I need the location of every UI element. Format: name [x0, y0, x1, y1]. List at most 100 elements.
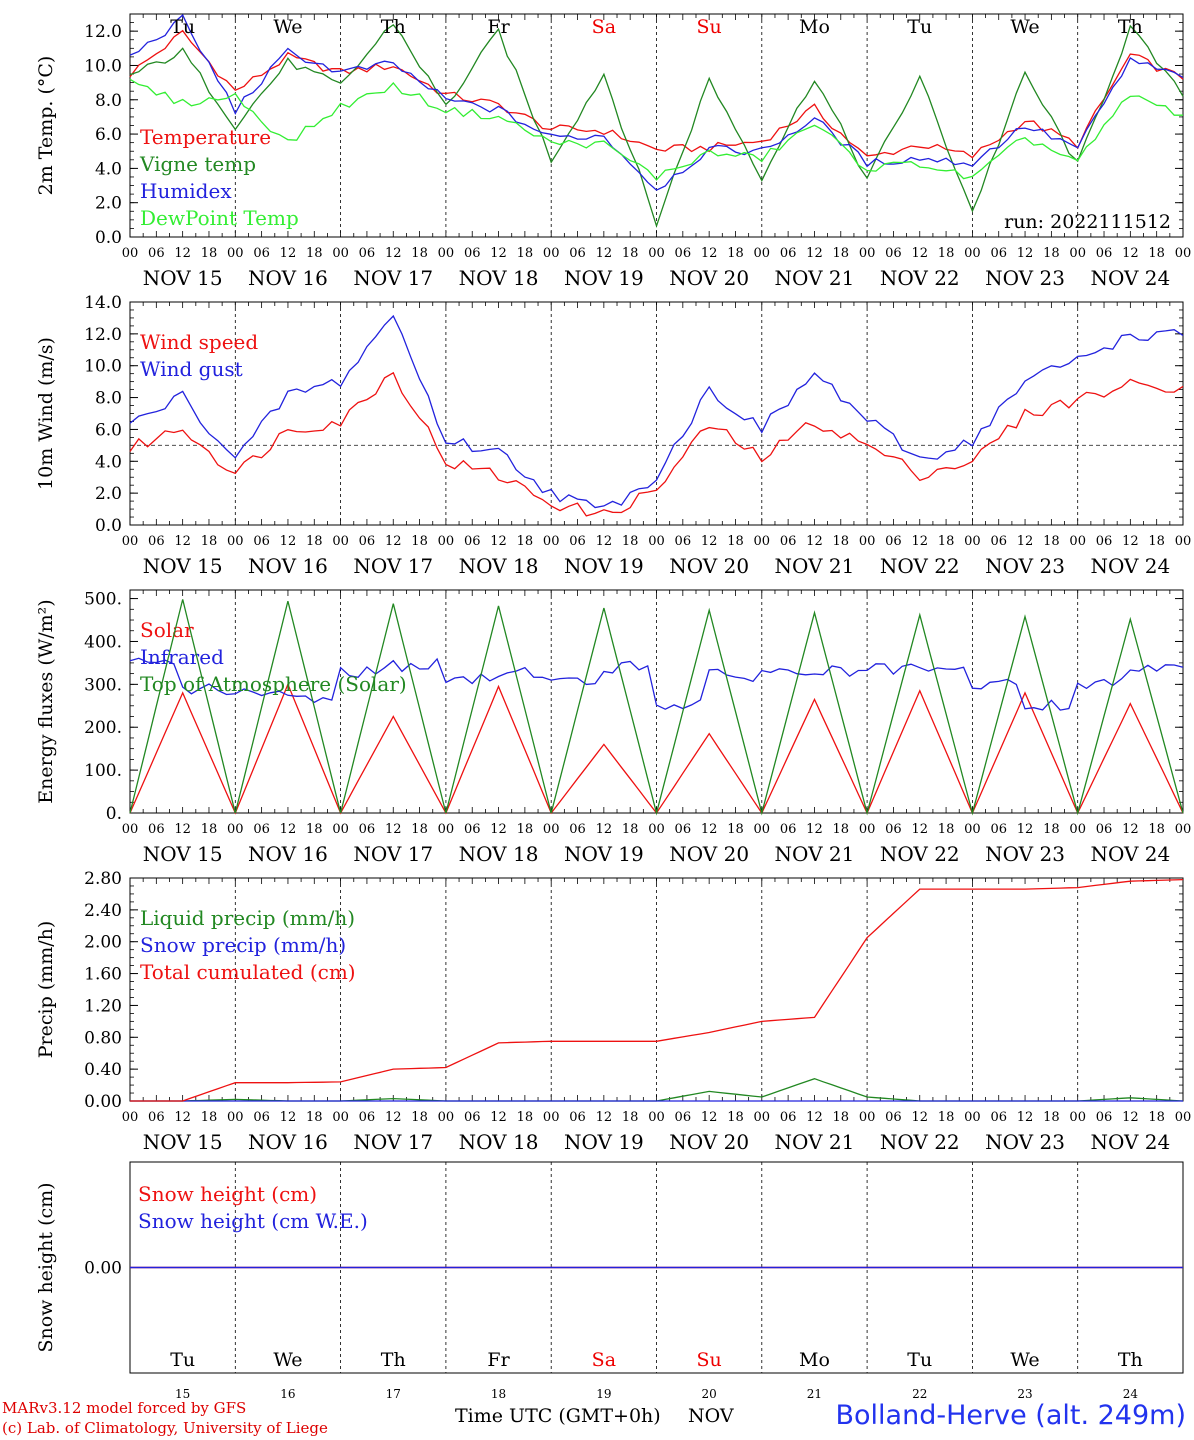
- weekday-label-top: We: [1010, 16, 1039, 38]
- hour-label: 00: [438, 1110, 455, 1125]
- hour-label: 00: [859, 1110, 876, 1125]
- hour-label: 18: [201, 1110, 218, 1125]
- y-tick-label: 2.0: [95, 484, 122, 504]
- y-tick-label: 300.: [84, 675, 122, 695]
- hour-label: 00: [227, 246, 244, 261]
- hour-label: 00: [122, 246, 139, 261]
- run-label: run: 2022111512: [1004, 211, 1171, 233]
- hour-label: 12: [280, 1110, 297, 1125]
- hour-label: 06: [253, 1110, 270, 1125]
- hour-label: 12: [1122, 246, 1139, 261]
- panel-frame: [129, 301, 1184, 526]
- hour-label: 12: [701, 534, 718, 549]
- legend-entry: Temperature: [140, 125, 271, 149]
- legend-entry: Wind gust: [140, 357, 243, 381]
- legend-entry: Snow precip (mm/h): [140, 933, 346, 957]
- series-line-wind-speed: [129, 371, 1184, 517]
- day-label: NOV 16: [248, 842, 328, 866]
- day-label: NOV 23: [985, 554, 1065, 578]
- y-axis-label: 10m Wind (m/s): [35, 337, 57, 490]
- hour-label: 06: [148, 246, 165, 261]
- hour-label: 12: [596, 822, 613, 837]
- y-tick-label: 12.0: [84, 325, 122, 345]
- series-line-temperature: [129, 29, 1184, 159]
- day-label: NOV 21: [775, 554, 855, 578]
- hour-label: 18: [833, 822, 850, 837]
- weekday-label-top: Su: [697, 16, 722, 38]
- weekday-label-top: Tu: [170, 16, 195, 38]
- day-label: NOV 18: [459, 842, 539, 866]
- hour-label: 18: [833, 246, 850, 261]
- hour-label: 00: [648, 534, 665, 549]
- hour-label: 18: [833, 534, 850, 549]
- hour-label: 18: [201, 822, 218, 837]
- hour-label: 06: [885, 822, 902, 837]
- hour-label: 18: [517, 246, 534, 261]
- legend-entry: Humidex: [140, 179, 232, 203]
- hour-label: 12: [174, 246, 191, 261]
- day-number-label: 18: [491, 1387, 506, 1400]
- hour-label: 12: [174, 822, 191, 837]
- hour-label: 06: [780, 1110, 797, 1125]
- hour-label: 12: [596, 246, 613, 261]
- hour-label: 00: [122, 534, 139, 549]
- station-title: Bolland-Herve (alt. 249m): [835, 1400, 1186, 1431]
- hour-label: 18: [727, 822, 744, 837]
- hour-label: 06: [148, 822, 165, 837]
- hour-label: 06: [569, 822, 586, 837]
- hour-label: 00: [543, 246, 560, 261]
- hour-label: 12: [596, 534, 613, 549]
- weekday-label-top: Mo: [799, 16, 830, 38]
- hour-label: 12: [1017, 534, 1034, 549]
- hour-label: 00: [1069, 246, 1086, 261]
- hour-label: 12: [385, 1110, 402, 1125]
- hour-label: 00: [1175, 246, 1192, 261]
- hour-label: 06: [253, 534, 270, 549]
- hour-label: 06: [1096, 246, 1113, 261]
- legend-entry: DewPoint Temp: [140, 206, 299, 230]
- weekday-label-top: Th: [381, 16, 406, 38]
- y-axis-label: Snow height (cm): [35, 1182, 57, 1352]
- hour-label: 00: [332, 246, 349, 261]
- hour-label: 06: [885, 534, 902, 549]
- hour-label: 00: [648, 246, 665, 261]
- weekday-label-top: Fr: [487, 16, 510, 38]
- hour-label: 12: [385, 246, 402, 261]
- weekday-label-top: Tu: [907, 16, 932, 38]
- hour-label: 12: [806, 246, 823, 261]
- lab-credit: (c) Lab. of Climatology, University of L…: [2, 1419, 328, 1437]
- hour-label: 06: [675, 822, 692, 837]
- hour-label: 18: [306, 822, 323, 837]
- day-label: NOV 20: [669, 842, 749, 866]
- legend-entry: Snow height (cm): [138, 1182, 317, 1206]
- series-line-total-cumulated-cm-: [130, 878, 1184, 1102]
- hour-label: 18: [1148, 534, 1165, 549]
- hour-label: 06: [359, 822, 376, 837]
- day-label: NOV 22: [880, 842, 960, 866]
- panel-frame: [129, 13, 1184, 238]
- legend-entry: Solar: [140, 618, 194, 642]
- weekday-label-bottom: Mo: [799, 1349, 830, 1371]
- weekday-label-bottom: We: [273, 1349, 302, 1371]
- day-label: NOV 15: [143, 1130, 223, 1154]
- day-label: NOV 20: [669, 554, 749, 578]
- y-axis-label: 2m Temp. (°C): [35, 56, 57, 196]
- hour-label: 18: [938, 822, 955, 837]
- hour-label: 18: [1043, 534, 1060, 549]
- day-number-label: 16: [280, 1387, 295, 1400]
- y-axis-label: Precip (mm/h): [35, 921, 57, 1059]
- day-label: NOV 17: [353, 1130, 433, 1154]
- hour-label: 00: [438, 534, 455, 549]
- hour-label: 00: [1069, 822, 1086, 837]
- day-label: NOV 24: [1090, 1130, 1170, 1154]
- weekday-label-top: We: [273, 16, 302, 38]
- y-tick-label: 0.40: [84, 1060, 122, 1080]
- month-label: NOV: [688, 1405, 734, 1427]
- day-label: NOV 18: [459, 266, 539, 290]
- day-label: NOV 17: [353, 554, 433, 578]
- y-tick-label: 10.0: [84, 357, 122, 377]
- hour-label: 06: [464, 1110, 481, 1125]
- hour-label: 12: [280, 246, 297, 261]
- hour-label: 12: [490, 822, 507, 837]
- hour-label: 12: [1017, 1110, 1034, 1125]
